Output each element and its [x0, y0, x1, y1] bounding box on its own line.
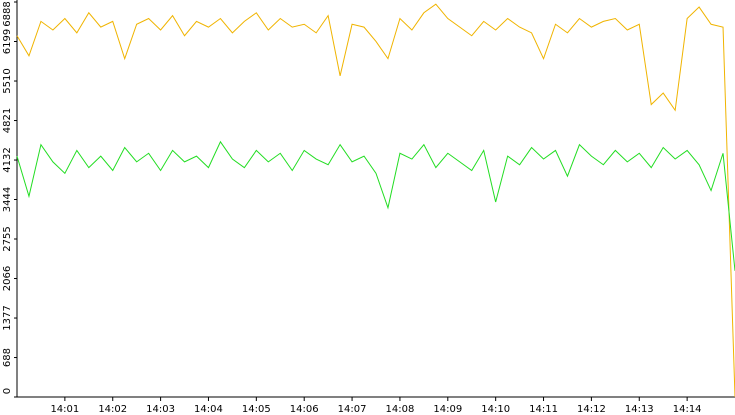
x-tick-label: 14:02 — [98, 404, 127, 415]
y-tick-label: 4821 — [2, 108, 13, 133]
x-tick-label: 14:14 — [673, 404, 702, 415]
x-tick-label: 14:09 — [433, 404, 462, 415]
x-tick-label: 14:11 — [529, 404, 558, 415]
x-tick-label: 14:05 — [242, 404, 271, 415]
x-tick-label: 14:06 — [290, 404, 319, 415]
series-line — [16, 140, 735, 271]
y-tick-label: 3444 — [2, 187, 13, 212]
x-tick-label: 14:01 — [50, 404, 79, 415]
x-tick-label: 14:10 — [481, 404, 510, 415]
x-tick-label: 14:04 — [194, 404, 223, 415]
x-tick-label: 14:07 — [338, 404, 367, 415]
x-tick-label: 14:12 — [577, 404, 606, 415]
y-tick-label: 6888 — [2, 1, 13, 26]
y-tick-label: 4132 — [2, 147, 13, 172]
y-tick-label: 0 — [2, 388, 13, 394]
y-tick-label: 6199 — [2, 29, 13, 54]
y-tick-label: 1377 — [2, 305, 13, 330]
y-tick-label: 2066 — [2, 266, 13, 291]
y-tick-label: 5510 — [2, 68, 13, 93]
y-tick-label: 2755 — [2, 226, 13, 251]
x-tick-label: 14:08 — [386, 404, 415, 415]
series-line — [16, 3, 735, 398]
x-tick-label: 14:13 — [625, 404, 654, 415]
x-tick-label: 14:03 — [146, 404, 175, 415]
y-tick-label: 688 — [2, 348, 13, 367]
